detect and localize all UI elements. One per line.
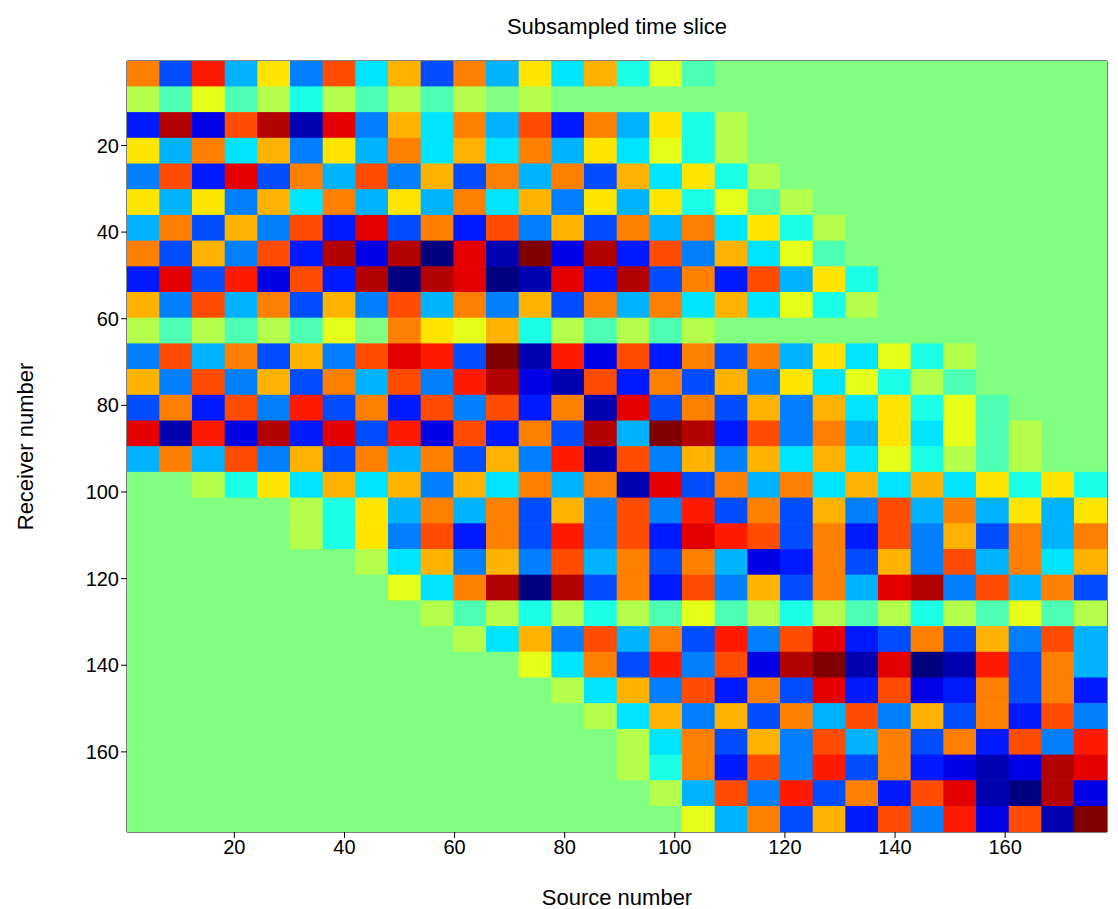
svg-text:80: 80 bbox=[554, 836, 576, 858]
svg-text:20: 20 bbox=[223, 836, 245, 858]
svg-text:40: 40 bbox=[333, 836, 355, 858]
svg-text:80: 80 bbox=[97, 394, 119, 416]
svg-text:Source number: Source number bbox=[542, 885, 692, 909]
svg-text:120: 120 bbox=[768, 836, 801, 858]
svg-text:Receiver number: Receiver number bbox=[13, 363, 38, 531]
svg-text:40: 40 bbox=[97, 221, 119, 243]
svg-text:120: 120 bbox=[86, 568, 119, 590]
svg-text:100: 100 bbox=[86, 481, 119, 503]
svg-text:140: 140 bbox=[86, 654, 119, 676]
svg-text:160: 160 bbox=[988, 836, 1021, 858]
html-text:Subsampled time slice: Subsampled time slice bbox=[506, 14, 727, 39]
svg-text:60: 60 bbox=[97, 308, 119, 330]
svg-text:60: 60 bbox=[443, 836, 465, 858]
svg-text:20: 20 bbox=[97, 135, 119, 157]
svg-text:100: 100 bbox=[658, 836, 691, 858]
svg-text:140: 140 bbox=[878, 836, 911, 858]
svg-text:160: 160 bbox=[86, 741, 119, 763]
